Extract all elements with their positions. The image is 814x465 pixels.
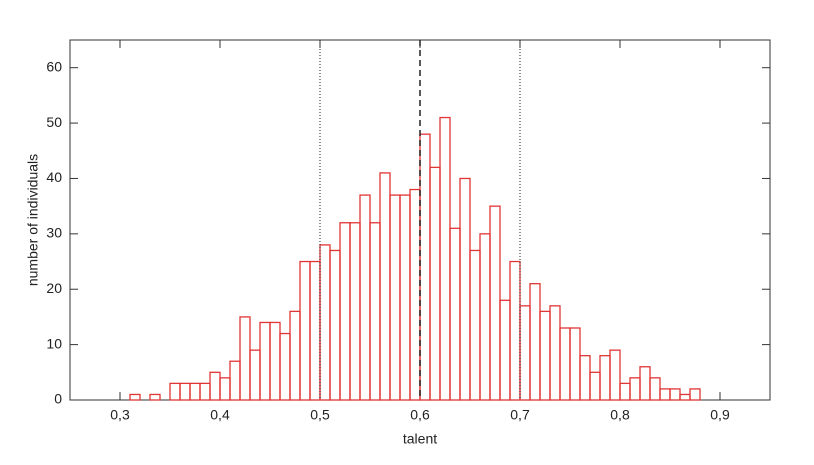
bar [629, 377, 641, 401]
y-tick-label: 10 [46, 335, 62, 351]
bar [349, 222, 361, 401]
bar [639, 366, 651, 401]
bar [329, 249, 341, 401]
bar [519, 305, 531, 401]
bar [399, 194, 411, 401]
x-tick-label: 0,8 [610, 407, 630, 423]
bar [589, 371, 601, 401]
bar [609, 349, 621, 401]
bar [129, 393, 141, 401]
y-tick-label: 60 [46, 58, 62, 74]
x-tick-label: 0,7 [510, 407, 530, 423]
bar [249, 349, 261, 401]
bar [299, 260, 311, 401]
y-tick-label: 30 [46, 225, 62, 241]
x-tick-label: 0,3 [110, 407, 130, 423]
bar [469, 249, 481, 401]
bar [509, 260, 521, 401]
bar [649, 377, 661, 401]
bar [569, 327, 581, 401]
bar [389, 194, 401, 401]
bar [479, 233, 491, 401]
bar [449, 227, 461, 401]
bar [439, 116, 451, 401]
x-tick-label: 0,4 [210, 407, 230, 423]
y-axis-label: number of individuals [25, 154, 41, 286]
bar [459, 177, 471, 401]
bar [499, 299, 511, 401]
bar [489, 205, 501, 401]
bar [219, 377, 231, 401]
bar [169, 382, 181, 401]
bar [369, 222, 381, 401]
bar [559, 327, 571, 401]
bar [289, 310, 301, 401]
bar [689, 388, 701, 401]
bar [199, 382, 211, 401]
y-tick-label: 50 [46, 114, 62, 130]
bar [679, 393, 691, 401]
bar [419, 133, 431, 401]
bar [529, 283, 541, 401]
bar [319, 244, 331, 401]
bar [259, 321, 271, 401]
bar [279, 332, 291, 401]
bar [669, 388, 681, 401]
y-tick-label: 20 [46, 280, 62, 296]
x-axis-label: talent [403, 431, 437, 447]
bar [149, 393, 161, 401]
x-tick-label: 0,5 [310, 407, 330, 423]
bar [429, 166, 441, 401]
bar [239, 316, 251, 401]
bar [409, 188, 421, 401]
y-tick-label: 0 [54, 391, 62, 407]
bar [179, 382, 191, 401]
bar [209, 371, 221, 401]
x-tick-label: 0,6 [410, 407, 430, 423]
bar [599, 355, 611, 401]
y-tick-label: 40 [46, 169, 62, 185]
bar [359, 194, 371, 401]
bar [229, 360, 241, 401]
bar [269, 321, 281, 401]
bar [659, 388, 671, 401]
bar [309, 260, 321, 401]
x-tick-label: 0,9 [710, 407, 730, 423]
bar [539, 310, 551, 401]
bar [379, 172, 391, 401]
bar [619, 382, 631, 401]
bar [339, 222, 351, 401]
bar [579, 355, 591, 401]
bar [189, 382, 201, 401]
bar [549, 305, 561, 401]
